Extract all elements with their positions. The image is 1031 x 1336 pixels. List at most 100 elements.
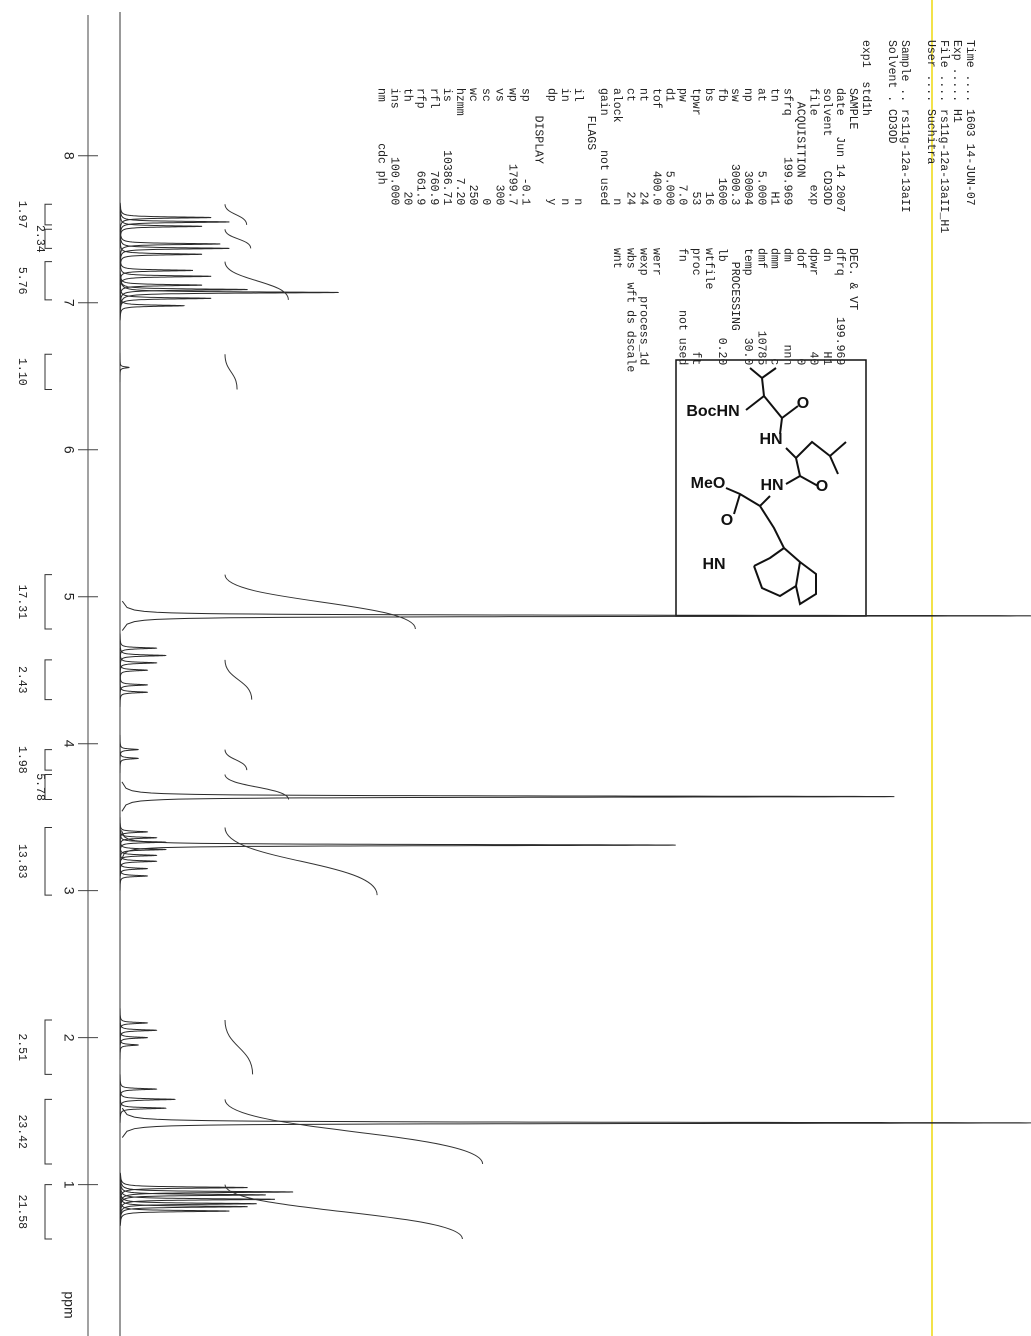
peak: [119, 846, 158, 876]
peak: [119, 202, 212, 233]
parameter: DEC. & VT: [846, 248, 859, 310]
parameter: dmf 10785: [754, 248, 767, 365]
peak: [119, 352, 130, 383]
structure: BocHN O HN MeO HN O O HN: [675, 359, 867, 617]
parameter: in n: [558, 88, 571, 205]
sample-line: Sample .. rs11g-12a-13aII: [898, 40, 911, 213]
x-tick-label: 6: [61, 446, 77, 454]
integral-bracket: [44, 228, 52, 249]
parameter: nt 24: [636, 88, 649, 205]
peak: [119, 1093, 167, 1123]
integral-curve: [224, 354, 238, 390]
atom-label: HN: [760, 477, 783, 494]
atom-label: HN: [759, 431, 782, 448]
integral-label: 2.43: [15, 666, 28, 694]
parameter: tpwr 53: [689, 88, 702, 205]
peak: [120, 277, 339, 308]
peak: [119, 817, 149, 847]
integral-bracket: [44, 574, 52, 630]
parameter: solvent CD3OD: [820, 88, 833, 205]
bond: [749, 367, 777, 397]
peak: [119, 283, 212, 314]
parameter: dof 0: [794, 248, 807, 365]
peak: [119, 640, 167, 671]
parameter: gain not used: [597, 88, 610, 205]
peak: [119, 853, 149, 884]
parameter: rfp 661.9: [414, 88, 427, 205]
peak: [119, 233, 230, 264]
parameter: tn H1: [767, 88, 780, 205]
parameter: hzmm 7.20: [453, 88, 466, 205]
parameter: proc ft: [689, 248, 702, 365]
peak: [119, 1084, 177, 1115]
parameter: wtfile: [702, 248, 715, 290]
x-tick-label: 7: [61, 299, 77, 307]
parameter: DISPLAY: [532, 88, 545, 164]
parameter: dp y: [545, 88, 558, 205]
integral-curve: [224, 1019, 254, 1075]
peak: [119, 633, 158, 663]
peak: [119, 1191, 248, 1222]
parameter: tof 400.0: [649, 88, 662, 205]
integral-label: 1.10: [15, 358, 28, 386]
peak: [120, 830, 676, 861]
parameter: temp 30.0: [741, 248, 754, 365]
parameter: fb 1600: [715, 88, 728, 205]
parameter: file exp: [807, 88, 820, 205]
parameter: dm nnn: [780, 248, 793, 365]
parameter: is 10386.71: [440, 88, 453, 205]
integral-curve: [224, 1099, 484, 1165]
integral-curve: [224, 1184, 463, 1240]
parameter: d1 5.000: [663, 88, 676, 205]
peak: [119, 1180, 266, 1210]
atom-label: O: [816, 478, 828, 495]
parameter: sw 3000.3: [728, 88, 741, 205]
peak: [119, 1008, 149, 1038]
peak: [119, 239, 203, 269]
peak: [119, 207, 230, 237]
integral-bracket: [44, 1019, 52, 1075]
peak: [121, 1107, 1031, 1138]
parameter: rfl 760.9: [427, 88, 440, 205]
integral-curve: [224, 574, 416, 630]
peak: [119, 1022, 149, 1053]
parameter: fn not used: [676, 248, 689, 365]
experiment: exp1 std1h: [859, 40, 872, 116]
parameter: ct 24: [623, 88, 636, 205]
peak: [119, 648, 158, 678]
peak: [119, 290, 186, 321]
peak: [119, 840, 158, 871]
integral-curve: [224, 204, 248, 225]
atom-label: O: [797, 395, 809, 412]
parameter: sp -0.1: [518, 88, 531, 205]
parameter: SAMPLE: [846, 88, 859, 130]
integral-bracket: [44, 774, 52, 801]
parameter: wp 1799.7: [505, 88, 518, 205]
atom-label: BocHN: [686, 403, 739, 420]
peak: [119, 211, 203, 242]
integral-label: 21.58: [15, 1195, 28, 1230]
peak: [119, 1172, 248, 1203]
integral-bracket: [44, 826, 52, 896]
parameter: nm cdc ph: [374, 88, 387, 185]
peak: [119, 1196, 230, 1226]
parameter: dfrq 199.969: [833, 248, 846, 365]
integral-label: 1.97: [15, 201, 28, 229]
integral-label: 23.42: [15, 1114, 28, 1149]
x-tick-label: 3: [61, 887, 77, 895]
parameter: FLAGS: [584, 88, 597, 150]
integral-bracket: [44, 749, 52, 771]
x-tick-label: 4: [61, 740, 77, 748]
integral-label: 1.98: [15, 746, 28, 774]
peak: [119, 655, 149, 685]
parameter: alock n: [610, 88, 623, 205]
parameter: at 5.000: [754, 88, 767, 205]
integral-label: 17.31: [15, 585, 28, 620]
parameter: PROCESSING: [728, 248, 741, 331]
x-axis-label: ppm: [61, 1291, 77, 1318]
integral-curve: [224, 659, 253, 700]
parameter: sfrq 199.969: [780, 88, 793, 205]
peak: [119, 670, 149, 700]
integral-curve: [224, 827, 378, 896]
parameter: wnt: [610, 248, 623, 269]
